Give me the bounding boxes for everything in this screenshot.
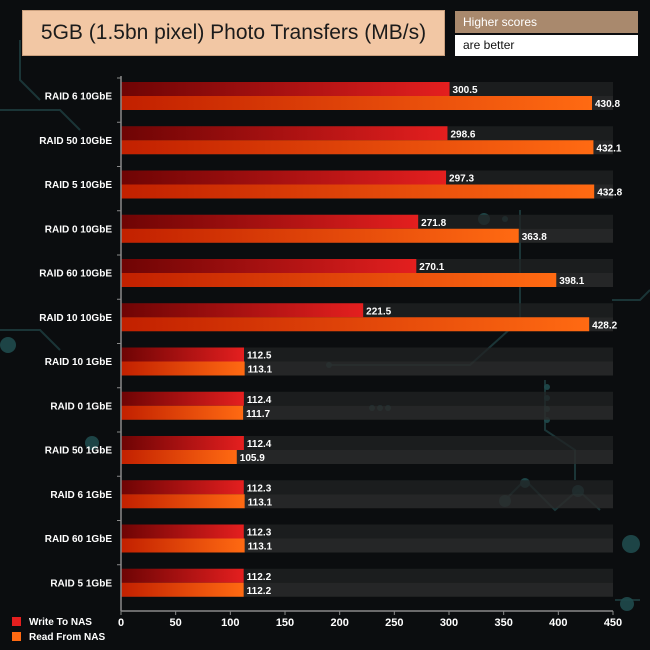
bar-write: [121, 568, 244, 583]
bar-read: [121, 494, 245, 509]
chart-title: 5GB (1.5bn pixel) Photo Transfers (MB/s): [22, 10, 445, 56]
x-tick-label: 100: [221, 617, 239, 629]
category-label: RAID 60 1GbE: [45, 534, 113, 545]
value-label-write: 112.3: [247, 483, 272, 494]
value-label-write: 112.4: [247, 439, 272, 450]
value-label-read: 113.1: [248, 542, 273, 553]
bar-write: [121, 480, 244, 495]
bar-read: [121, 538, 245, 553]
bar-write: [121, 391, 244, 406]
bar-read: [121, 96, 593, 110]
category-label: RAID 60 10GbE: [39, 269, 112, 280]
bar-read: [121, 273, 557, 287]
track-write: [121, 524, 613, 539]
bar-read: [121, 317, 590, 332]
category-label: RAID 0 1GbE: [50, 401, 112, 412]
bar-read: [121, 361, 245, 376]
value-label-write: 271.8: [421, 218, 446, 229]
value-label-write: 298.6: [450, 129, 475, 140]
category-label: RAID 6 1GbE: [50, 490, 112, 501]
are-better-note: are better: [455, 35, 638, 56]
value-label-read: 432.1: [596, 143, 621, 154]
track-read: [121, 450, 613, 464]
bar-write: [121, 436, 244, 450]
bar-write: [121, 82, 450, 96]
bar-read: [121, 140, 594, 155]
value-label-write: 297.3: [449, 174, 474, 185]
category-label: RAID 5 1GbE: [50, 578, 112, 589]
legend-item-write: Write To NAS: [12, 617, 92, 628]
value-label-read: 432.8: [597, 188, 622, 199]
bar-write: [121, 347, 244, 362]
legend-label-write: Write To NAS: [29, 617, 92, 628]
x-tick-label: 300: [440, 617, 458, 629]
category-label: RAID 50 10GbE: [39, 136, 112, 147]
bar-read: [121, 450, 237, 464]
value-label-write: 221.5: [366, 306, 391, 317]
bar-read: [121, 184, 595, 199]
value-label-read: 430.8: [595, 99, 620, 110]
legend-swatch-write: [12, 617, 21, 626]
category-label: RAID 50 1GbE: [45, 446, 113, 457]
higher-scores-note: Higher scores: [455, 11, 638, 33]
x-tick-label: 350: [494, 617, 512, 629]
value-label-read: 111.7: [246, 409, 270, 420]
x-tick-label: 450: [604, 617, 622, 629]
value-label-write: 300.5: [453, 85, 478, 96]
track-read: [121, 582, 613, 597]
track-write: [121, 480, 613, 495]
category-label: RAID 5 10GbE: [45, 180, 113, 191]
category-label: RAID 10 10GbE: [39, 313, 112, 324]
category-label: RAID 10 1GbE: [45, 357, 113, 368]
bar-write: [121, 126, 448, 141]
legend-label-read: Read From NAS: [29, 632, 106, 643]
value-label-write: 112.5: [247, 351, 272, 362]
x-tick-label: 150: [276, 617, 294, 629]
value-label-write: 112.3: [247, 528, 272, 539]
bar-write: [121, 259, 417, 273]
value-label-read: 113.1: [248, 497, 273, 508]
legend-swatch-read: [12, 632, 21, 641]
value-label-read: 105.9: [240, 453, 265, 464]
bar-read: [121, 228, 519, 243]
value-label-write: 112.2: [247, 572, 272, 583]
x-tick-label: 200: [330, 617, 348, 629]
track-write: [121, 568, 613, 583]
legend-item-read: Read From NAS: [12, 632, 105, 643]
bar-write: [121, 303, 364, 318]
category-label: RAID 0 10GbE: [45, 224, 113, 235]
x-tick-label: 0: [118, 617, 124, 629]
category-label: RAID 6 10GbE: [45, 92, 113, 103]
value-label-read: 363.8: [522, 232, 547, 243]
value-label-write: 270.1: [419, 262, 444, 273]
x-tick-label: 400: [549, 617, 567, 629]
bar-read: [121, 405, 244, 420]
track-write: [121, 391, 613, 406]
value-label-read: 398.1: [559, 276, 584, 287]
bar-write: [121, 214, 419, 229]
value-label-write: 112.4: [247, 395, 272, 406]
bar-write: [121, 170, 447, 185]
value-label-read: 112.2: [247, 586, 272, 597]
track-write: [121, 436, 613, 450]
track-read: [121, 405, 613, 420]
x-tick-label: 50: [170, 617, 182, 629]
bar-read: [121, 582, 244, 597]
x-tick-label: 250: [385, 617, 403, 629]
value-label-read: 428.2: [592, 320, 617, 331]
value-label-read: 113.1: [248, 365, 273, 376]
bar-write: [121, 524, 244, 539]
